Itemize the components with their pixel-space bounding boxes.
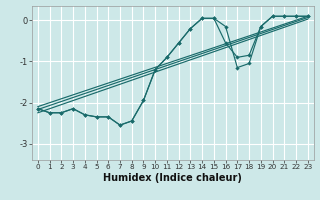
X-axis label: Humidex (Indice chaleur): Humidex (Indice chaleur) [103, 173, 242, 183]
